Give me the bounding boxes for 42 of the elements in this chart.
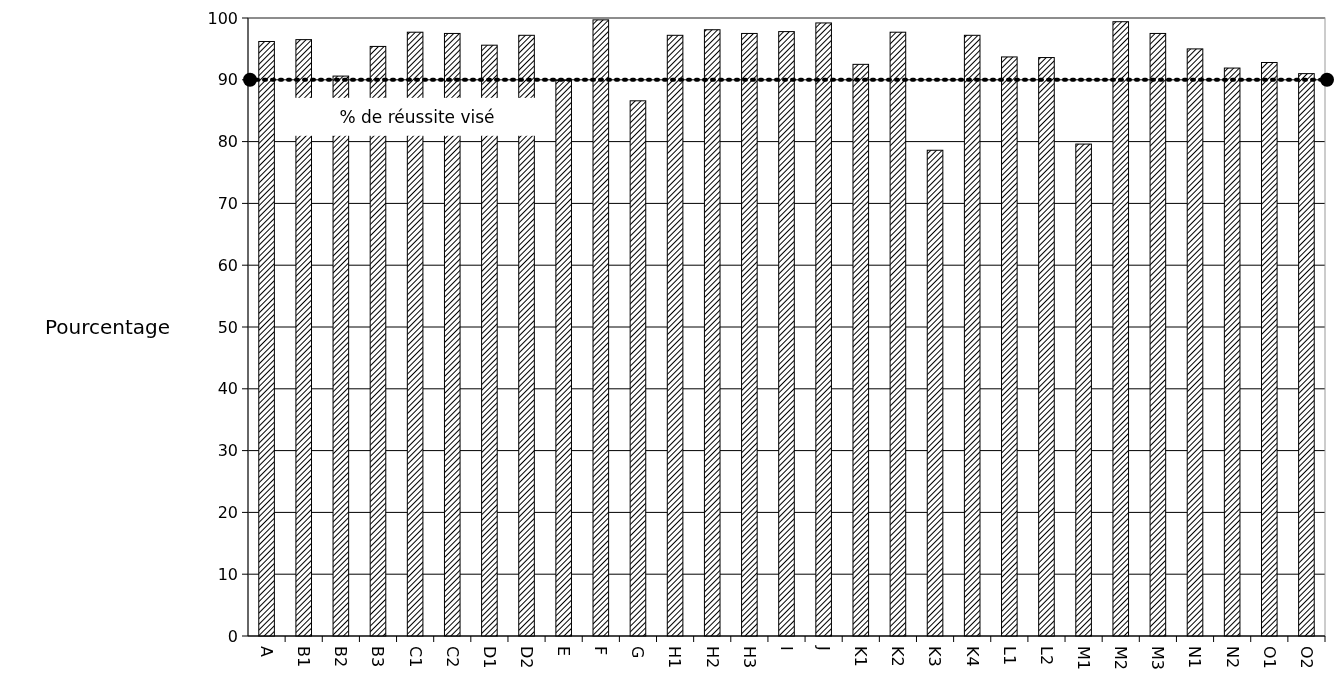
x-tick-label: B3 [368,646,388,668]
x-tick-label: H1 [665,646,685,669]
x-tick-label: D1 [479,646,499,669]
x-tick-label: J [814,645,834,651]
y-tick-label: 20 [217,503,238,522]
y-tick-label: 40 [217,379,238,399]
x-tick-label: B1 [294,646,314,668]
x-tick-label: M2 [1111,646,1131,670]
x-tick-label: M3 [1148,646,1168,670]
y-tick-label: 70 [217,194,238,213]
x-tick-label: N1 [1185,646,1205,669]
y-tick-label: 80 [217,132,238,152]
y-tick-label: 50 [217,317,238,337]
x-tick-label: C2 [442,646,462,668]
x-tick-label: M1 [1074,646,1093,670]
y-tick-label: 60 [217,255,238,275]
y-axis-title: Pourcentage [44,315,170,339]
x-tick-label: C1 [405,646,425,668]
y-tick-label: 30 [217,441,238,461]
x-tick-label: K2 [888,646,908,667]
x-tick-label: I [776,646,796,651]
x-tick-label: K3 [925,646,945,667]
ref-line-label: % de réussite visé [339,106,495,127]
x-tick-label: L2 [1036,646,1056,666]
x-tick-label: F [591,646,611,656]
x-tick-label: H3 [739,646,759,669]
x-tick-label: B2 [331,646,351,668]
x-tick-label: O2 [1296,646,1316,669]
x-tick-label: N2 [1222,646,1242,669]
x-tick-label: A [256,646,276,657]
x-tick-label: D2 [516,646,536,669]
x-tick-label: L1 [999,646,1019,666]
x-tick-label: K1 [851,646,871,667]
y-tick-label: 10 [217,564,238,584]
y-tick-label: 90 [217,70,238,90]
x-tick-label: K4 [962,646,982,667]
y-tick-label: 0 [227,626,238,646]
x-tick-label: E [554,646,574,657]
x-tick-label: O1 [1259,646,1279,669]
x-tick-label: H2 [702,646,722,669]
x-tick-label: G [628,646,648,659]
y-tick-label: 100 [207,8,238,28]
